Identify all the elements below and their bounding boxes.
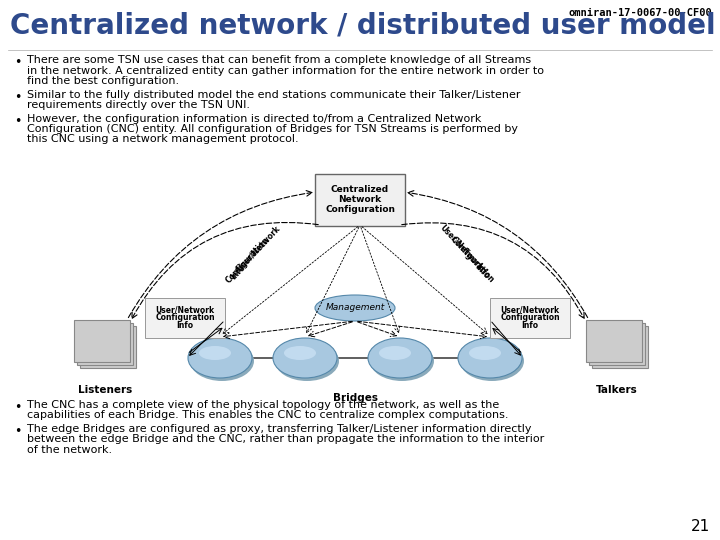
Text: 21: 21 <box>690 519 710 534</box>
Text: •: • <box>14 114 22 127</box>
Text: Listeners: Listeners <box>78 385 132 395</box>
FancyBboxPatch shape <box>592 326 648 368</box>
Text: The CNC has a complete view of the physical topology of the network, as well as : The CNC has a complete view of the physi… <box>27 400 499 410</box>
Ellipse shape <box>190 341 254 381</box>
Text: Configuration: Configuration <box>225 235 271 285</box>
FancyBboxPatch shape <box>80 326 136 368</box>
FancyBboxPatch shape <box>315 174 405 226</box>
FancyBboxPatch shape <box>589 323 645 365</box>
Text: •: • <box>14 401 22 414</box>
Text: •: • <box>14 91 22 104</box>
Text: •: • <box>14 56 22 69</box>
Text: in the network. A centralized entity can gather information for the entire netwo: in the network. A centralized entity can… <box>27 65 544 76</box>
Text: Configuration: Configuration <box>325 206 395 214</box>
Text: Management: Management <box>325 303 384 313</box>
FancyBboxPatch shape <box>490 298 570 338</box>
Ellipse shape <box>315 295 395 321</box>
Text: Configuration: Configuration <box>156 314 215 322</box>
Ellipse shape <box>379 346 411 360</box>
Text: Info: Info <box>176 321 194 330</box>
Text: Bridges: Bridges <box>333 393 377 403</box>
Text: Network: Network <box>338 195 382 205</box>
Text: •: • <box>14 425 22 438</box>
Ellipse shape <box>458 338 522 378</box>
Text: Centralized: Centralized <box>331 186 389 194</box>
Ellipse shape <box>275 341 339 381</box>
Text: Configuration (CNC) entity. All configuration of Bridges for TSN Streams is perf: Configuration (CNC) entity. All configur… <box>27 124 518 134</box>
FancyBboxPatch shape <box>145 298 225 338</box>
Ellipse shape <box>199 346 231 360</box>
FancyBboxPatch shape <box>586 320 642 362</box>
Text: Similar to the fully distributed model the end stations communicate their Talker: Similar to the fully distributed model t… <box>27 90 521 99</box>
Text: Configuration: Configuration <box>449 235 495 285</box>
Ellipse shape <box>469 346 501 360</box>
Text: find the best configuration.: find the best configuration. <box>27 76 179 86</box>
Ellipse shape <box>284 346 316 360</box>
Text: Info: Info <box>521 321 539 330</box>
Text: requirements directly over the TSN UNI.: requirements directly over the TSN UNI. <box>27 100 250 110</box>
Text: User/Network: User/Network <box>156 306 215 314</box>
FancyBboxPatch shape <box>77 323 133 365</box>
Ellipse shape <box>273 338 337 378</box>
Text: this CNC using a network management protocol.: this CNC using a network management prot… <box>27 134 299 145</box>
Text: User/Network: User/Network <box>438 224 485 273</box>
Text: Info: Info <box>229 262 247 281</box>
Text: between the edge Bridge and the CNC, rather than propagate the information to th: between the edge Bridge and the CNC, rat… <box>27 435 544 444</box>
Text: of the network.: of the network. <box>27 445 112 455</box>
Ellipse shape <box>368 338 432 378</box>
Text: User/Network: User/Network <box>500 306 559 314</box>
Text: Talkers: Talkers <box>596 385 638 395</box>
Text: There are some TSN use cases that can benefit from a complete knowledge of all S: There are some TSN use cases that can be… <box>27 55 531 65</box>
Text: The edge Bridges are configured as proxy, transferring Talker/Listener informati: The edge Bridges are configured as proxy… <box>27 424 531 434</box>
Text: Info: Info <box>473 262 491 281</box>
Text: capabilities of each Bridge. This enables the CNC to centralize complex computat: capabilities of each Bridge. This enable… <box>27 410 508 421</box>
Text: Configuration: Configuration <box>500 314 560 322</box>
Ellipse shape <box>370 341 434 381</box>
Text: However, the configuration information is directed to/from a Centralized Network: However, the configuration information i… <box>27 113 482 124</box>
Text: User/Network: User/Network <box>235 224 282 273</box>
Text: Centralized network / distributed user model: Centralized network / distributed user m… <box>10 12 716 40</box>
FancyBboxPatch shape <box>74 320 130 362</box>
Text: omniran-17-0067-00-CF00: omniran-17-0067-00-CF00 <box>568 8 712 18</box>
Ellipse shape <box>460 341 524 381</box>
Ellipse shape <box>188 338 252 378</box>
